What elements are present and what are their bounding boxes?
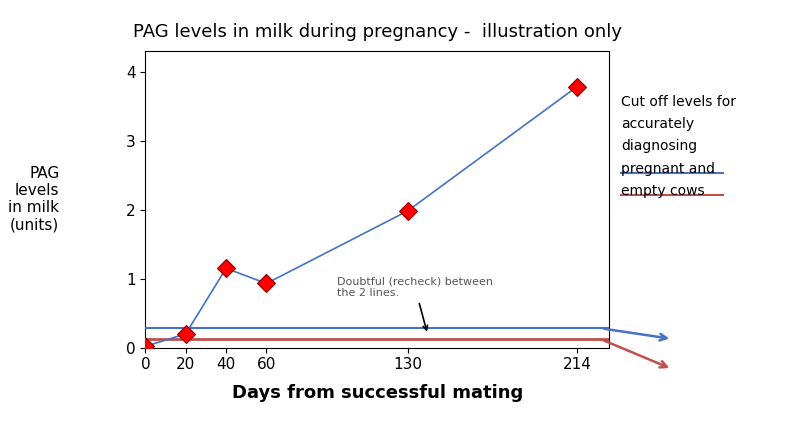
Text: pregnant and: pregnant and	[621, 162, 715, 176]
Text: Doubtful (recheck) between
the 2 lines.: Doubtful (recheck) between the 2 lines.	[337, 276, 493, 330]
Title: PAG levels in milk during pregnancy -  illustration only: PAG levels in milk during pregnancy - il…	[133, 23, 622, 41]
Text: empty cows: empty cows	[621, 184, 704, 198]
Text: diagnosing: diagnosing	[621, 139, 697, 153]
Text: accurately: accurately	[621, 117, 694, 131]
Y-axis label: PAG
levels
in milk
(units): PAG levels in milk (units)	[9, 166, 59, 233]
Text: Cut off levels for: Cut off levels for	[621, 95, 736, 109]
X-axis label: Days from successful mating: Days from successful mating	[232, 384, 523, 402]
